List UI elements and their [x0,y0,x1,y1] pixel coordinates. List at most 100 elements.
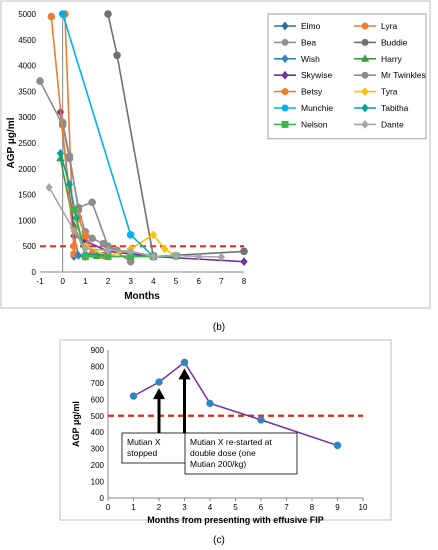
chart-b-y-tick-label: 2500 [18,139,36,148]
chart-b-y-tick-labels: 0 500 1000 1500 2000 2500 3000 3500 4000 4500 5000 [18,10,36,277]
data-point [70,226,78,236]
chart-b-x-tick-label: 3 [128,277,133,286]
chart-c-y-tick-labels: 0 100 200 300 400 500 600 700 800 900 [91,346,105,503]
legend-label: Lyra [381,21,397,31]
annotation-arrow-head [153,388,165,400]
chart-b-x-tick-label: 1 [83,277,88,286]
legend-label: Bea [301,37,316,47]
data-point [172,251,180,260]
chart-b-x-tick-label: 4 [151,277,156,286]
legend-swatch-marker [281,54,289,64]
legend-label: Tabitha [381,103,409,113]
series-dante [45,182,225,262]
panel-label-b: (b) [213,322,225,333]
chart-b-series [36,10,248,267]
legend-label: Nelson [301,119,328,129]
chart-c-x-tick-label: 4 [208,503,213,512]
legend-item: Nelson [274,119,328,129]
legend-item: Tabitha [354,103,409,113]
chart-c-plot: 0 100 200 300 400 500 600 700 800 900 0 1 2 3 4 5 6 7 8 9 1… [91,346,368,512]
legend-label: Skywise [301,70,332,80]
legend-item: Bea [274,37,316,47]
data-point [88,198,96,207]
chart-c-x-axis-label: Months from presenting with effusive FIP [147,515,324,525]
annotation-text: Mutian X re-started at double dose (one Mu… [190,437,272,469]
data-point [149,252,157,261]
chart-c-series [129,358,342,450]
chart-b-legend-box [267,13,427,140]
legend-label: Betsy [301,87,323,97]
chart-c-y-tick-label: 0 [100,494,105,503]
legend-label: Dante [381,119,404,129]
data-point [240,247,248,256]
legend-item: Buddie [354,37,408,47]
legend-swatch-marker [281,70,289,80]
legend-label: Wish [301,54,320,64]
chart-c-y-tick-label: 300 [91,445,105,454]
series-agp [129,358,342,450]
data-point [195,252,203,261]
data-point [70,206,78,214]
legend-item: Munchie [274,103,333,113]
legend-item: Tyra [354,87,398,97]
legend-item: Harry [354,54,403,64]
data-point [81,232,90,240]
data-point [217,252,225,262]
legend-swatch-marker [361,87,369,96]
chart-b-legend: Elmo Lyra Bea Buddie Wish Harry Skywise Mr Twin… [267,13,427,140]
annotation-box [121,432,189,464]
data-point [81,253,89,261]
chart-c-y-tick-label: 900 [91,346,105,355]
chart-b-plot: 0 500 1000 1500 2000 2500 3000 3500 4000 4500 5000… [18,10,248,286]
legend-label: Harry [381,54,403,64]
data-point [56,148,65,158]
chart-b-x-axis-label: Months [124,291,160,302]
data-point [127,246,135,256]
data-point [70,242,78,250]
data-point [180,358,189,367]
data-point [88,234,96,243]
data-point [333,441,342,450]
chart-b-x-tick-label: 2 [106,277,111,286]
chart-c-x-tick-label: 8 [310,503,315,512]
chart-b-y-axis-label: AGP μg/ml [6,117,17,168]
chart-c-y-tick-label: 100 [91,478,105,487]
chart-b-x-tick-label: 0 [60,277,65,286]
chart-c-x-tick-label: 1 [131,503,136,512]
chart-b-x-tick-labels: -1 0 1 2 3 4 5 6 7 8 [36,277,246,286]
data-point [240,257,248,267]
data-point [36,77,44,85]
data-point [129,392,138,400]
legend-swatch-marker [281,104,289,112]
chart-c-x-tick-label: 0 [106,503,111,512]
data-point [206,399,214,408]
data-point [126,231,135,239]
chart-b-x-tick-label: 7 [219,277,224,286]
chart-c-x-tick-labels: 0 1 2 3 4 5 6 7 8 9 10 [106,498,368,512]
chart-c-y-tick-label: 600 [91,395,105,404]
legend-swatch-marker [361,71,369,79]
chart-b-y-tick-label: 0 [32,268,37,277]
chart-c-x-tick-label: 3 [182,503,187,512]
chart-b-y-tick-label: 4000 [18,62,36,71]
chart-c-y-tick-label: 500 [91,412,105,421]
legend-swatch-marker [361,103,369,113]
chart-b-x-tick-label: -1 [36,277,44,286]
legend-item: Betsy [274,87,323,97]
chart-c-y-tick-label: 200 [91,461,105,470]
legend-item: Lyra [354,21,397,31]
legend-swatch-marker [281,38,289,46]
chart-c-x-tick-label: 9 [335,503,340,512]
legend-swatch-marker [281,120,289,128]
legend-swatch-marker [281,21,289,31]
legend-label: Buddie [381,37,408,47]
data-point [161,244,169,254]
legend-label: Mr Twinkles [381,70,426,80]
series-line [133,361,338,447]
annotation-arrow-head [178,368,191,380]
data-point [104,10,112,18]
data-point [45,182,53,192]
